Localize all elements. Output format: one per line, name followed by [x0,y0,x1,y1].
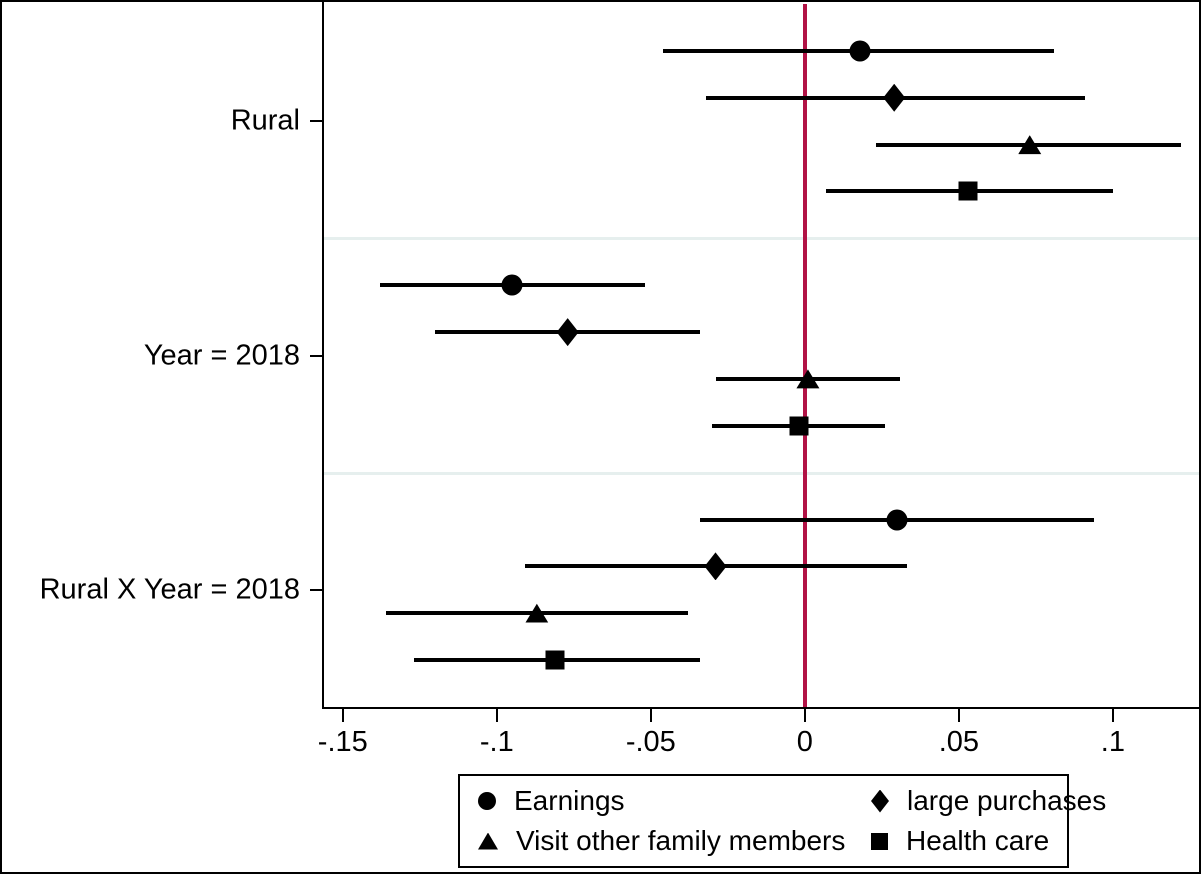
x-tick-label: -.05 [625,726,676,758]
marker-square-icon [789,416,809,436]
point-estimate [501,274,523,296]
point-estimate [556,318,579,347]
marker-square-icon [545,650,565,670]
x-tick-label: -.1 [479,726,514,758]
x-tick [1111,709,1114,722]
point-estimate [849,40,871,62]
x-tick [341,709,344,722]
point-estimate [1018,135,1042,155]
legend-label: Earnings [514,785,625,816]
y-tick [310,354,322,357]
legend-item: large purchases [871,783,1106,820]
y-axis-line [322,2,324,709]
x-tick-label: .1 [1100,726,1125,758]
marker-circle-icon [478,792,496,810]
group-separator [324,471,1199,475]
y-axis-group-label: Rural [230,104,300,137]
legend-label: Health care [906,825,1050,856]
x-tick-label: .05 [938,726,980,758]
legend-item: Visit other family members [478,823,871,860]
zero-reference-line [802,4,807,707]
point-estimate [545,650,565,670]
marker-diamond-icon [871,789,889,813]
marker-diamond-icon [883,83,906,112]
x-tick-label: -.15 [317,726,368,758]
x-tick [495,709,498,722]
y-tick [310,588,322,591]
y-axis-group-label: Rural X Year = 2018 [39,573,300,606]
marker-circle-icon [849,40,871,62]
point-estimate [704,552,727,581]
marker-square-icon [871,832,888,850]
marker-triangle-icon [525,603,549,623]
x-tick [803,709,806,722]
x-tick [649,709,652,722]
legend-item: Health care [871,823,1106,860]
marker-diamond-icon [704,552,727,581]
marker-circle-icon [501,274,523,296]
point-estimate [883,83,906,112]
x-tick [957,709,960,722]
marker-square-icon [958,181,978,201]
x-tick-label: 0 [796,726,813,758]
point-estimate [958,181,978,201]
legend-label: large purchases [907,785,1107,816]
point-estimate [525,603,549,623]
legend: Earnings large purchases Visit other famil… [458,774,1106,868]
marker-triangle-icon [478,832,498,850]
x-axis-line [322,707,1199,709]
marker-diamond-icon [556,318,579,347]
point-estimate [789,416,809,436]
marker-circle-icon [886,509,908,531]
point-estimate [886,509,908,531]
legend-item: Earnings [478,783,871,820]
y-axis-group-label: Year = 2018 [143,339,300,371]
point-estimate [796,369,820,389]
y-tick [310,120,322,123]
group-separator [324,237,1199,241]
marker-triangle-icon [796,369,820,389]
legend-label: Visit other family members [516,825,846,856]
marker-triangle-icon [1018,135,1042,155]
